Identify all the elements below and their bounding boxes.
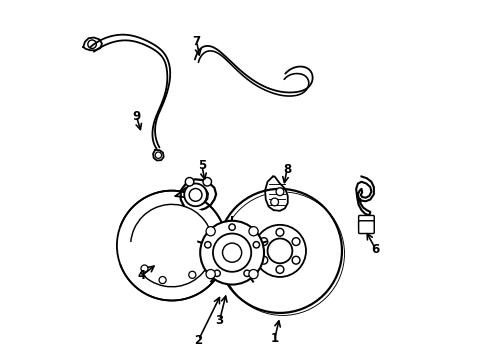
- Text: 4: 4: [137, 269, 145, 282]
- Circle shape: [205, 227, 215, 236]
- Circle shape: [276, 188, 283, 195]
- Text: 6: 6: [371, 243, 379, 256]
- Text: 2: 2: [194, 334, 202, 347]
- Circle shape: [147, 207, 224, 284]
- Polygon shape: [83, 37, 102, 50]
- Circle shape: [270, 198, 278, 206]
- Circle shape: [248, 227, 258, 236]
- Circle shape: [253, 242, 259, 248]
- Polygon shape: [153, 150, 163, 161]
- Text: 8: 8: [283, 163, 290, 176]
- Circle shape: [228, 224, 235, 230]
- Circle shape: [204, 242, 211, 248]
- Polygon shape: [175, 186, 207, 199]
- Circle shape: [213, 270, 220, 276]
- Circle shape: [200, 221, 264, 284]
- FancyBboxPatch shape: [358, 215, 373, 228]
- Text: 1: 1: [270, 332, 278, 345]
- Text: 9: 9: [132, 110, 140, 123]
- Circle shape: [248, 270, 258, 279]
- Circle shape: [185, 177, 193, 186]
- Polygon shape: [264, 176, 287, 211]
- Circle shape: [203, 177, 211, 186]
- FancyBboxPatch shape: [358, 221, 373, 234]
- Text: 5: 5: [198, 159, 205, 172]
- Circle shape: [244, 270, 250, 276]
- Polygon shape: [181, 179, 216, 212]
- Circle shape: [184, 184, 206, 206]
- Circle shape: [212, 234, 251, 272]
- Circle shape: [222, 243, 241, 262]
- Circle shape: [205, 270, 215, 279]
- Text: 3: 3: [215, 314, 224, 327]
- Text: 7: 7: [192, 35, 200, 48]
